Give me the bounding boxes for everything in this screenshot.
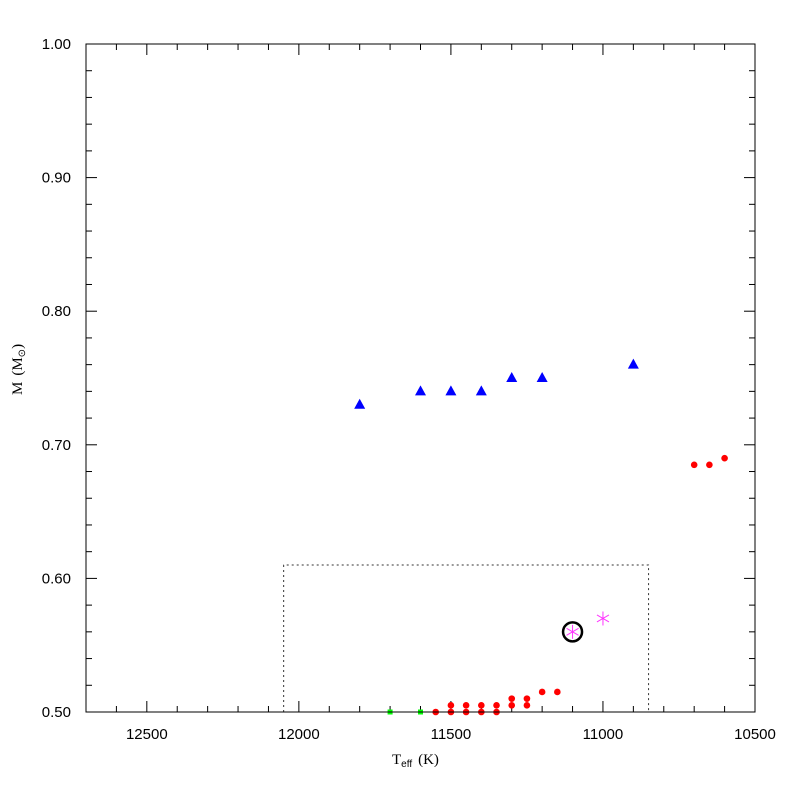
region-box-outline	[283, 564, 650, 712]
data-points	[354, 358, 728, 716]
circle-point	[538, 688, 546, 696]
triangle-point	[415, 385, 426, 396]
region-box	[283, 564, 650, 712]
x-tick-label: 11500	[431, 726, 472, 743]
circle-point	[508, 695, 516, 702]
x-tick-label: 11000	[583, 726, 624, 743]
tick-labels: 12500 12000 11500 11000 10500 0.50 0.60 0.70 0.8…	[42, 36, 776, 743]
axis-ticks	[85, 43, 756, 713]
triangle-point	[354, 398, 366, 409]
circle-point	[523, 695, 531, 702]
circle-point	[721, 454, 728, 462]
triangle-point	[627, 358, 639, 369]
x-axis-label: Teff (K)	[392, 752, 439, 770]
triangle-point	[506, 372, 518, 382]
triangle-point	[475, 385, 487, 396]
circle-point	[523, 702, 531, 709]
y-tick-label: 0.60	[42, 570, 71, 587]
plot-frame	[85, 43, 756, 713]
y-tick-label: 0.80	[42, 303, 71, 320]
circle-point	[447, 702, 455, 709]
y-axis-label: M(M⊙)	[10, 344, 28, 395]
y-tick-label: 0.70	[42, 437, 71, 454]
circle-point	[706, 461, 713, 469]
x-tick-label: 12500	[126, 726, 168, 743]
circle-point	[493, 702, 500, 709]
circle-point	[690, 461, 698, 469]
circle-point	[554, 688, 561, 696]
circle-point	[462, 702, 470, 709]
circle-point	[478, 702, 485, 709]
triangle-point	[536, 372, 548, 382]
asterisk-point	[596, 611, 610, 626]
x-tick-label: 12000	[278, 726, 320, 743]
triangle-point	[445, 385, 457, 396]
asterisk-stroke	[596, 614, 610, 623]
asterisk-point	[566, 624, 579, 639]
highlight-circle	[561, 621, 584, 643]
y-tick-label: 0.50	[42, 704, 71, 721]
asterisk-stroke	[566, 627, 579, 636]
y-tick-label: 1.00	[42, 36, 71, 53]
circle-point	[508, 702, 516, 709]
y-tick-label: 0.90	[42, 170, 71, 187]
x-tick-label: 10500	[734, 726, 776, 743]
